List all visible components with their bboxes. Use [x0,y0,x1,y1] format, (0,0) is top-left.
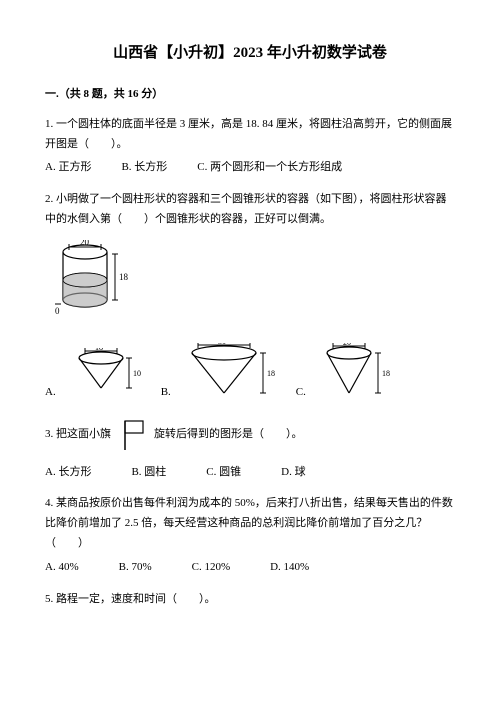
question-5: 5. 路程一定，速度和时间（ ）。 [45,590,455,610]
q3-prefix: 3. 把这面小旗 [45,425,111,445]
cyl-width-label: 20 [80,240,90,247]
cone-c-icon: 20 18 [321,343,396,403]
q4-opt-d: D. 140% [270,558,309,578]
svg-text:30: 30 [218,343,226,346]
q4-options: A. 40% B. 70% C. 120% D. 140% [45,558,455,578]
q4-text: 4. 某商品按原价出售每件利润为成本的 50%，后来打八折出售，结果每天售出的件… [45,494,455,553]
cylinder-diagram: 20 18 0 [55,240,455,328]
cone-options: A. 18 10 B. 30 18 C. [45,343,455,403]
flag-icon [115,418,150,453]
q3-opt-d: D. 球 [281,463,305,483]
q1-options: A. 正方形 B. 长方形 C. 两个圆形和一个长方形组成 [45,158,455,178]
q4-opt-a: A. 40% [45,558,79,578]
question-2: 2. 小明做了一个圆柱形状的容器和三个圆锥形状的容器（如下图），将圆柱形状容器中… [45,190,455,402]
q1-opt-c: C. 两个圆形和一个长方形组成 [197,158,342,178]
q1-text: 1. 一个圆柱体的底面半径是 3 厘米，高是 18. 84 厘米，将圆柱沿高剪开… [45,115,455,155]
exam-title: 山西省【小升初】2023 年小升初数学试卷 [45,40,455,67]
cone-a-icon: 18 10 [71,348,146,403]
q2-text: 2. 小明做了一个圆柱形状的容器和三个圆锥形状的容器（如下图），将圆柱形状容器中… [45,190,455,230]
svg-text:18: 18 [267,369,275,378]
cone-b-icon: 30 18 [186,343,281,403]
q1-opt-b: B. 长方形 [121,158,167,178]
q3-opt-b: B. 圆柱 [131,463,166,483]
q2-label-a: A. [45,383,56,403]
q1-opt-a: A. 正方形 [45,158,91,178]
q3-opt-a: A. 长方形 [45,463,91,483]
q2-label-c: C. [296,383,306,403]
svg-text:0: 0 [55,306,60,316]
q3-options: A. 长方形 B. 圆柱 C. 圆锥 D. 球 [45,463,455,483]
question-1: 1. 一个圆柱体的底面半径是 3 厘米，高是 18. 84 厘米，将圆柱沿高剪开… [45,115,455,178]
q4-opt-b: B. 70% [119,558,152,578]
q2-label-b: B. [161,383,171,403]
q4-opt-c: C. 120% [192,558,231,578]
q3-suffix: 旋转后得到的图形是（ ）。 [154,425,303,445]
svg-text:18: 18 [382,369,390,378]
svg-text:10: 10 [133,369,141,378]
svg-text:20: 20 [343,343,351,347]
question-3: 3. 把这面小旗 旋转后得到的图形是（ ）。 A. 长方形 B. 圆柱 C. 圆… [45,418,455,483]
q3-opt-c: C. 圆锥 [206,463,241,483]
cyl-height-label: 18 [119,272,129,282]
section-1-header: 一.（共 8 题，共 16 分） [45,85,455,105]
svg-text:18: 18 [95,348,103,352]
question-4: 4. 某商品按原价出售每件利润为成本的 50%，后来打八折出售，结果每天售出的件… [45,494,455,577]
q5-text: 5. 路程一定，速度和时间（ ）。 [45,590,455,610]
